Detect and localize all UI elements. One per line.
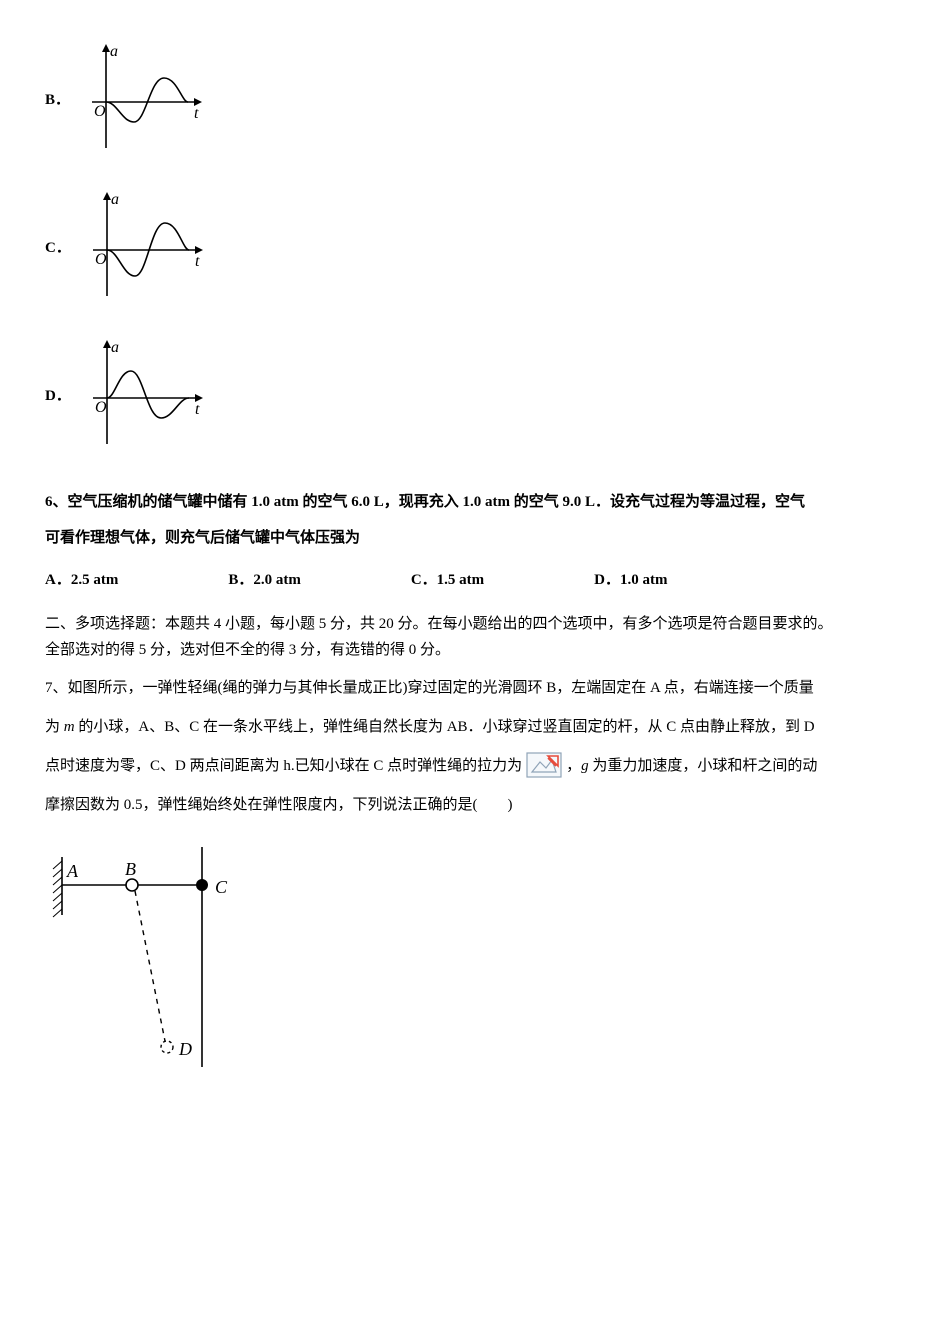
q7-part2a: 为	[45, 719, 64, 735]
label-b: B	[125, 859, 136, 879]
axis-y-label: a	[111, 191, 119, 208]
axis-origin-label: O	[95, 399, 107, 416]
question-6: 6、空气压缩机的储气罐中储有 1.0 atm 的空气 6.0 L，现再充入 1.…	[45, 484, 905, 598]
q7-part3a: 点时速度为零，C、D 两点间距离为 h.已知小球在 C 点时弹性绳的拉力为	[45, 758, 522, 774]
q7-m: m	[64, 719, 75, 735]
broken-image-icon	[526, 752, 562, 778]
option-c-row: C． a t O	[45, 188, 905, 308]
option-c-graph: a t O	[83, 188, 213, 308]
option-d-label: D．	[45, 382, 71, 411]
option-b-graph: a t O	[82, 40, 212, 160]
option-b-label: B．	[45, 86, 70, 115]
q6-text1: 空气压缩机的储气罐中储有 1.0 atm 的空气 6.0 L，现再充入 1.0 …	[68, 494, 806, 510]
axis-x-label: t	[195, 401, 200, 418]
q6-options-row: A．2.5 atm B．2.0 atm C．1.5 atm D．1.0 atm	[45, 562, 905, 598]
section-ii-header: 二、多项选择题：本题共 4 小题，每小题 5 分，共 20 分。在每小题给出的四…	[45, 612, 905, 663]
q6-prefix: 6、	[45, 494, 68, 510]
q6-text2: 可看作理想气体，则充气后储气罐中气体压强为	[45, 530, 360, 546]
q7-part2b: 的小球，A、B、C 在一条水平线上，弹性绳自然长度为 AB．小球穿过竖直固定的杆…	[75, 719, 815, 735]
q6-opt-d: D．1.0 atm	[594, 562, 667, 598]
q6-opt-c: C．1.5 atm	[411, 562, 484, 598]
axis-x-label: t	[194, 105, 199, 122]
graph-b-svg: a t O	[82, 40, 212, 160]
q6-opt-a: A．2.5 atm	[45, 562, 118, 598]
section-ii-line2: 全部选对的得 5 分，选对但不全的得 3 分，有选错的得 0 分。	[45, 642, 450, 658]
q7-prefix: 7、	[45, 680, 68, 696]
section-ii-line1: 二、多项选择题：本题共 4 小题，每小题 5 分，共 20 分。在每小题给出的四…	[45, 616, 833, 632]
option-d-row: D． a t O	[45, 336, 905, 456]
q6-opt-b: B．2.0 atm	[228, 562, 301, 598]
q7-part3c: 为重力加速度，小球和杆之间的动	[589, 758, 818, 774]
q7-part3b: ，	[566, 758, 581, 774]
axis-origin-label: O	[94, 103, 106, 120]
axis-y-label: a	[110, 43, 118, 60]
graph-d-svg: a t O	[83, 336, 213, 456]
option-c-label: C．	[45, 234, 71, 263]
label-c: C	[215, 877, 228, 897]
axis-y-label: a	[111, 339, 119, 356]
q7-part1: 如图所示，一弹性轻绳(绳的弹力与其伸长量成正比)穿过固定的光滑圆环 B，左端固定…	[68, 680, 814, 696]
graph-c-svg: a t O	[83, 188, 213, 308]
label-d: D	[178, 1039, 192, 1059]
question-7: 7、如图所示，一弹性轻绳(绳的弹力与其伸长量成正比)穿过固定的光滑圆环 B，左端…	[45, 669, 905, 825]
option-d-graph: a t O	[83, 336, 213, 456]
q7-diagram-svg: A B C D	[47, 843, 247, 1073]
axis-x-label: t	[195, 253, 200, 270]
axis-origin-label: O	[95, 251, 107, 268]
label-a: A	[66, 861, 79, 881]
q7-part4: 摩擦因数为 0.5，弹性绳始终处在弹性限度内，下列说法正确的是( )	[45, 797, 513, 813]
q7-diagram: A B C D	[47, 843, 905, 1084]
option-b-row: B． a t O	[45, 40, 905, 160]
q7-g: g	[581, 758, 589, 774]
